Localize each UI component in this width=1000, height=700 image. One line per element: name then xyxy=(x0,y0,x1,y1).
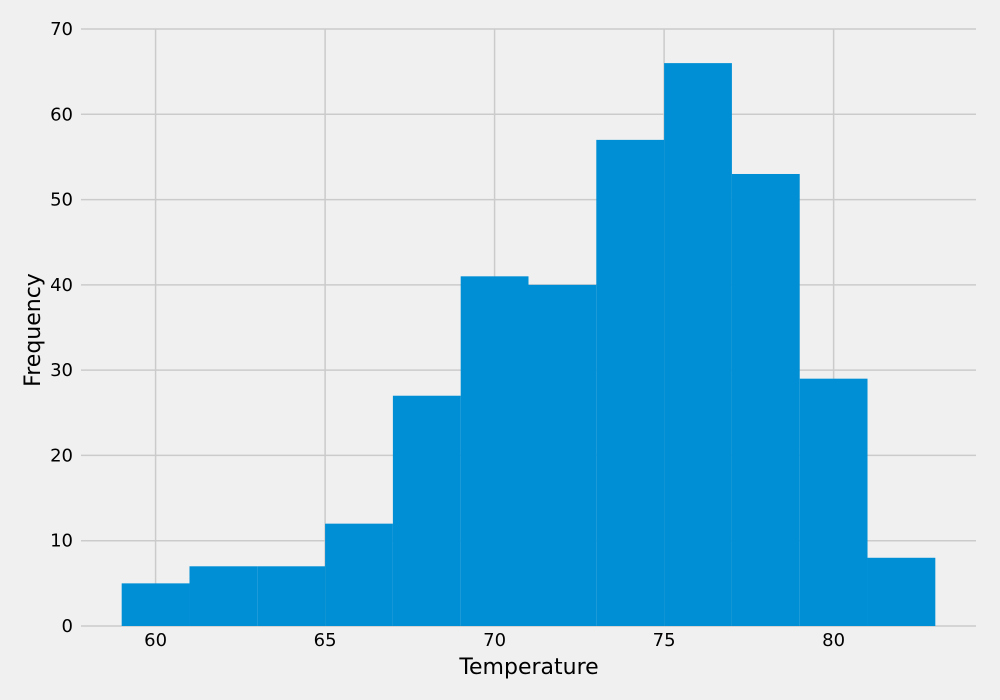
histogram-bar xyxy=(867,557,936,626)
y-tick-label: 60 xyxy=(50,104,73,125)
x-tick-label: 70 xyxy=(483,630,506,651)
x-tick-labels: 60 65 70 75 80 xyxy=(144,630,845,651)
histogram-bar xyxy=(325,523,393,626)
histogram-bar xyxy=(460,276,529,626)
y-tick-label: 30 xyxy=(50,360,73,381)
y-tick-label: 50 xyxy=(50,190,73,211)
y-tick-label: 40 xyxy=(50,275,73,296)
histogram-bar xyxy=(596,139,665,626)
y-tick-labels: 0 10 20 30 40 50 60 70 xyxy=(50,19,73,637)
y-tick-label: 10 xyxy=(50,531,73,552)
histogram-bar xyxy=(392,395,461,626)
histogram-bar xyxy=(731,173,800,626)
histogram-bar xyxy=(189,566,258,626)
histogram-bar xyxy=(257,566,326,626)
x-tick-label: 60 xyxy=(144,630,167,651)
histogram-bar xyxy=(528,284,597,626)
histogram-bar xyxy=(664,63,732,627)
x-tick-label: 80 xyxy=(822,630,845,651)
y-tick-label: 0 xyxy=(62,616,73,637)
y-tick-label: 20 xyxy=(50,445,73,466)
x-tick-label: 65 xyxy=(314,630,337,651)
x-axis-label: Temperature xyxy=(458,655,598,680)
y-tick-label: 70 xyxy=(50,19,73,40)
histogram-bar xyxy=(121,583,190,626)
x-tick-label: 75 xyxy=(653,630,676,651)
histogram-bars xyxy=(121,63,936,627)
y-axis-label: Frequency xyxy=(21,273,46,387)
histogram-bar xyxy=(799,378,868,626)
